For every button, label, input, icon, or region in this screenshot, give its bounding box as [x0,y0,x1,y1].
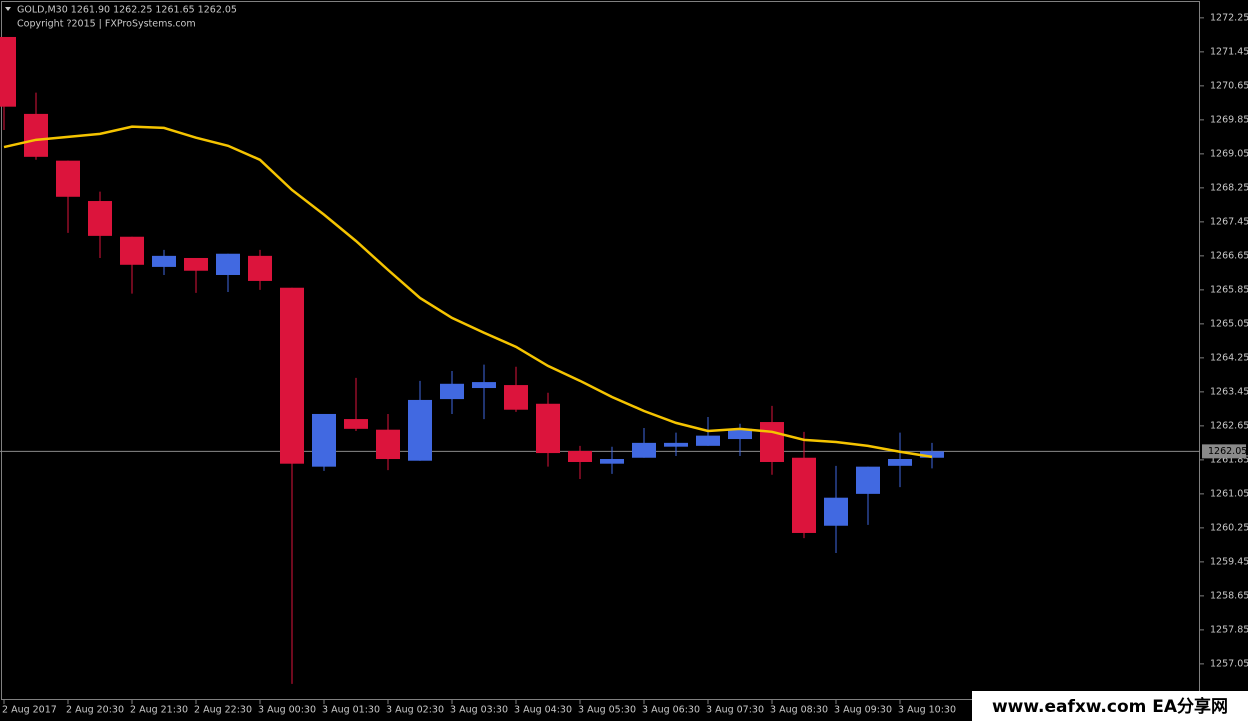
candle-body [792,457,816,533]
y-tick-label: 1258.65 [1210,590,1248,601]
y-tick-label: 1265.05 [1210,318,1248,329]
candle-body [504,385,528,410]
candle-body [632,442,656,458]
x-tick-label: 2 Aug 22:30 [194,705,252,716]
x-tick-label: 3 Aug 00:30 [258,705,316,716]
y-tick-label: 1264.25 [1210,352,1248,363]
y-tick-label: 1262.65 [1210,420,1248,431]
y-tick-label: 1261.85 [1210,454,1248,465]
candle-body [760,422,784,462]
marks-layer [0,36,944,684]
candle-body [56,160,80,197]
x-tick-label: 3 Aug 02:30 [386,705,444,716]
candle-body [184,257,208,271]
candle-body [696,435,720,446]
candle-body [24,113,48,157]
candle-body [280,287,304,464]
candle-body [408,399,432,461]
y-tick-label: 1268.25 [1210,182,1248,193]
candle-body [376,429,400,460]
x-tick-label: 3 Aug 05:30 [578,705,636,716]
y-tick-label: 1267.45 [1210,216,1248,227]
x-tick-label: 2 Aug 2017 [2,705,57,716]
y-tick-label: 1263.45 [1210,386,1248,397]
candle-body [472,382,496,389]
menu-arrow [5,7,11,11]
x-tick-label: 3 Aug 06:30 [642,705,700,716]
x-tick-label: 2 Aug 20:30 [66,705,124,716]
axis-layer [0,17,1204,704]
y-tick-label: 1272.25 [1210,12,1248,23]
copyright: Copyright ?2015 | FXProSystems.com [17,19,196,30]
watermark-box [972,691,1248,721]
y-tick-label: 1259.45 [1210,556,1248,567]
candle-body [600,459,624,464]
y-tick-label: 1266.65 [1210,250,1248,261]
y-tick-label: 1271.45 [1210,46,1248,57]
candle-body [152,255,176,267]
label-layer: 1256.251257.051257.851258.651259.451260.… [2,12,1248,715]
candle-body [312,413,336,467]
candle-body [248,255,272,281]
x-tick-label: 3 Aug 03:30 [450,705,508,716]
candle-body [216,253,240,275]
candle-body [88,201,112,236]
x-tick-label: 3 Aug 09:30 [834,705,892,716]
price-label-box [1202,444,1246,459]
x-tick-label: 3 Aug 01:30 [322,705,380,716]
candle-body [664,442,688,447]
y-tick-label: 1257.85 [1210,624,1248,635]
y-tick-label: 1269.05 [1210,148,1248,159]
plot-frame [1,1,1200,700]
candle-body [120,236,144,265]
candle-body [824,497,848,526]
watermark: www.eafxw.com EA分享网 [992,696,1228,717]
price-label: 1262.05 [1208,446,1247,457]
x-tick-label: 2 Aug 21:30 [130,705,188,716]
x-tick-label: 3 Aug 08:30 [770,705,828,716]
chart-title: GOLD,M30 1261.90 1262.25 1261.65 1262.05 [17,5,237,16]
candle-body [440,383,464,400]
candle-body [536,403,560,454]
x-tick-label: 3 Aug 10:30 [898,705,956,716]
x-tick-label: 3 Aug 07:30 [706,705,764,716]
candle-body [920,451,944,458]
y-tick-label: 1270.65 [1210,80,1248,91]
candle-body [888,459,912,466]
candle-body [728,428,752,440]
candle-body [344,419,368,429]
y-tick-label: 1265.85 [1210,284,1248,295]
y-tick-label: 1269.85 [1210,114,1248,125]
x-tick-label: 3 Aug 04:30 [514,705,572,716]
y-tick-label: 1261.05 [1210,488,1248,499]
candle-body [0,36,16,107]
candle-body [568,450,592,462]
candle-body [856,466,880,494]
y-tick-label: 1260.25 [1210,522,1248,533]
y-tick-label: 1257.05 [1210,658,1248,669]
moving-average [3,125,933,459]
